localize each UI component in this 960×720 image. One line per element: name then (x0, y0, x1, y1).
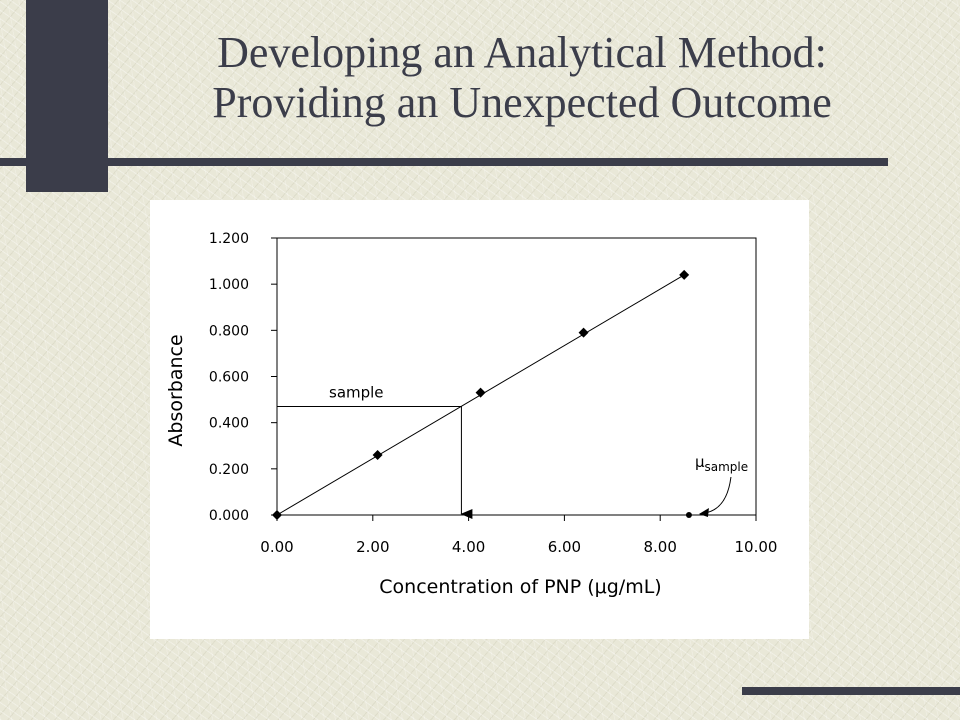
data-point (372, 449, 383, 460)
x-tick-label: 4.00 (452, 538, 485, 556)
calibration-chart: 0.000 0.200 0.400 0.600 0.800 1.000 1.200 0.00… (150, 200, 809, 639)
y-tick-label: 0.600 (209, 370, 249, 386)
chart-canvas: 0.000 0.200 0.400 0.600 0.800 1.000 1.200 0.00… (165, 231, 777, 598)
y-tick-label: 1.200 (209, 231, 249, 247)
y-axis-label: Absorbance (165, 334, 187, 446)
slide-title-line-2: Providing an Unexpected Outcome (212, 78, 832, 127)
mu-sample-arrowhead (698, 508, 709, 517)
y-tick-label: 0.200 (209, 462, 249, 478)
y-axis: 0.000 0.200 0.400 0.600 0.800 1.000 1.200 (209, 231, 277, 524)
x-tick-label: 6.00 (548, 538, 581, 556)
x-axis: 0.00 2.00 4.00 6.00 8.00 10.00 (260, 515, 777, 556)
slide-title-line-1: Developing an Analytical Method: (217, 28, 827, 77)
data-point (679, 269, 690, 280)
bottom-accent-line (742, 687, 960, 695)
y-tick-label: 0.400 (209, 416, 249, 432)
mu-sample-annotation: μsample (695, 453, 748, 474)
y-tick-label: 0.800 (209, 323, 249, 339)
y-tick-label: 1.000 (209, 277, 249, 293)
title-underline (0, 158, 888, 166)
x-tick-label: 0.00 (260, 538, 293, 556)
x-axis-label-unit: g/mL) (607, 576, 662, 598)
mu-subscript: sample (704, 460, 748, 474)
mu-sample-point (685, 512, 692, 518)
x-axis-label-prefix: Concentration of PNP ( (379, 576, 594, 598)
x-tick-label: 8.00 (643, 538, 676, 556)
x-axis-label: Concentration of PNP (μg/mL) (379, 576, 661, 598)
x-tick-label: 10.00 (735, 538, 778, 556)
mu-symbol: μ (695, 453, 705, 471)
data-point (578, 327, 589, 338)
sample-label: sample (329, 384, 384, 402)
data-point (475, 387, 486, 398)
data-points (272, 269, 690, 520)
slide-title: Developing an Analytical Method: Providi… (112, 28, 932, 128)
mu-sample-arrow (704, 476, 732, 514)
x-axis-label-mu: μ (595, 576, 607, 598)
data-point (272, 510, 282, 520)
x-tick-label: 2.00 (356, 538, 389, 556)
y-tick-label: 0.000 (209, 508, 249, 524)
